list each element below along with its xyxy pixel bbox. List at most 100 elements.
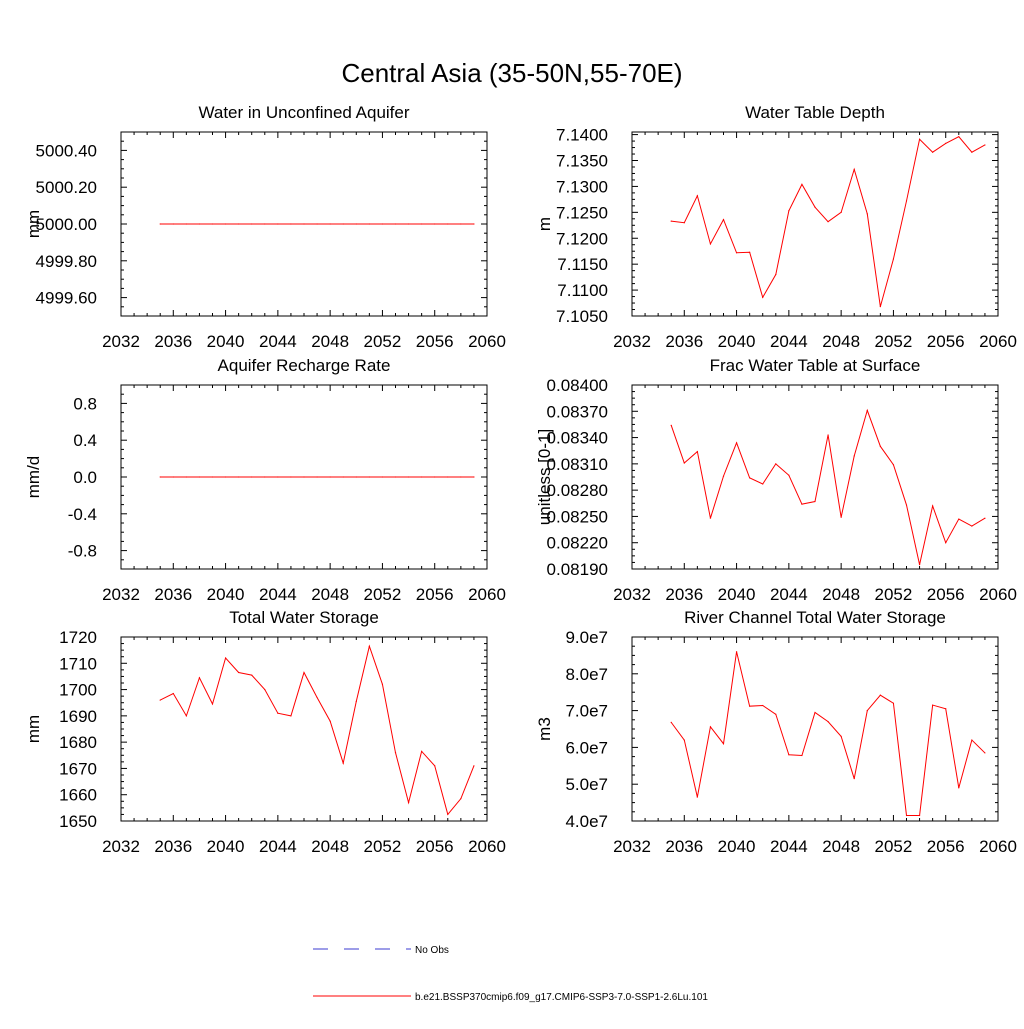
data-point bbox=[211, 703, 214, 705]
data-point bbox=[827, 721, 829, 723]
data-point bbox=[198, 677, 201, 679]
data-point bbox=[971, 739, 973, 741]
x-tick-label: 2060 bbox=[979, 585, 1017, 604]
data-point bbox=[840, 735, 842, 737]
y-tick-label: 1650 bbox=[59, 812, 97, 831]
data-point bbox=[762, 296, 764, 298]
data-point bbox=[185, 715, 187, 717]
data-point bbox=[460, 223, 462, 225]
y-axis-label: unitless [0-1] bbox=[535, 429, 554, 525]
data-point bbox=[840, 211, 842, 213]
data-point bbox=[735, 442, 738, 444]
y-tick-label: 7.1250 bbox=[556, 203, 608, 222]
x-tick-label: 2040 bbox=[718, 332, 756, 351]
y-tick-label: 4.0e7 bbox=[565, 812, 608, 831]
y-axis-label: mm/d bbox=[24, 456, 43, 499]
data-point bbox=[866, 710, 868, 712]
y-tick-label: 0.08220 bbox=[547, 534, 608, 553]
data-point bbox=[368, 645, 370, 647]
data-point bbox=[277, 712, 279, 714]
data-point bbox=[892, 258, 895, 260]
data-point bbox=[251, 476, 253, 478]
data-point bbox=[932, 151, 934, 153]
data-point bbox=[316, 476, 318, 478]
data-point bbox=[879, 694, 881, 696]
y-tick-label: 7.1100 bbox=[557, 281, 608, 300]
data-point bbox=[735, 651, 738, 653]
data-point bbox=[224, 657, 227, 659]
data-point bbox=[238, 671, 240, 674]
data-point bbox=[342, 476, 344, 478]
data-point bbox=[211, 223, 214, 225]
x-tick-label: 2052 bbox=[875, 585, 913, 604]
x-tick-label: 2056 bbox=[927, 332, 965, 351]
y-tick-label: 7.1200 bbox=[556, 229, 608, 248]
data-point bbox=[762, 483, 764, 485]
data-point bbox=[945, 542, 947, 544]
data-point bbox=[473, 765, 475, 767]
data-point bbox=[905, 814, 908, 817]
data-point bbox=[866, 213, 868, 215]
data-point bbox=[421, 223, 423, 225]
data-point bbox=[814, 206, 816, 208]
data-point bbox=[290, 715, 292, 717]
legend-model-label: b.e21.BSSP370cmip6.f09_g17.CMIP6-SSP3-7.… bbox=[415, 992, 708, 1003]
data-point bbox=[473, 223, 475, 225]
y-tick-label: 7.1350 bbox=[556, 152, 608, 171]
data-point bbox=[722, 743, 725, 745]
data-point bbox=[670, 424, 672, 426]
x-tick-label: 2052 bbox=[875, 332, 913, 351]
y-tick-label: 7.0e7 bbox=[565, 702, 608, 721]
data-point bbox=[447, 813, 449, 816]
x-tick-label: 2036 bbox=[154, 837, 192, 856]
y-tick-label: 8.0e7 bbox=[565, 665, 608, 684]
data-point bbox=[394, 752, 397, 754]
data-point bbox=[421, 476, 423, 478]
data-point bbox=[394, 476, 397, 478]
data-point bbox=[355, 700, 357, 703]
x-tick-label: 2060 bbox=[979, 332, 1017, 351]
data-point bbox=[198, 223, 201, 225]
data-point bbox=[905, 200, 908, 202]
data-point bbox=[696, 195, 698, 197]
data-point bbox=[264, 223, 266, 225]
y-tick-label: 5000.00 bbox=[36, 215, 97, 234]
panel-title: Frac Water Table at Surface bbox=[710, 356, 921, 375]
legend: No Obs b.e21.BSSP370cmip6.f09_g17.CMIP6-… bbox=[313, 945, 708, 1003]
x-tick-label: 2040 bbox=[207, 332, 245, 351]
legend-obs-label: No Obs bbox=[415, 945, 449, 956]
data-point bbox=[958, 518, 960, 520]
data-point bbox=[945, 708, 947, 710]
data-point bbox=[814, 500, 816, 503]
data-point bbox=[460, 476, 462, 478]
figure-title: Central Asia (35-50N,55-70E) bbox=[341, 58, 682, 88]
data-point bbox=[211, 476, 214, 478]
data-point bbox=[683, 462, 685, 464]
panel-title: Water in Unconfined Aquifer bbox=[198, 103, 409, 122]
data-point bbox=[775, 463, 777, 465]
data-point bbox=[277, 476, 279, 478]
data-point bbox=[853, 168, 855, 170]
y-tick-label: 0.08340 bbox=[547, 429, 608, 448]
data-point bbox=[749, 477, 751, 479]
data-point bbox=[892, 702, 895, 704]
data-point bbox=[958, 787, 960, 789]
x-tick-label: 2048 bbox=[311, 332, 349, 351]
data-point bbox=[722, 475, 725, 477]
y-tick-label: 1720 bbox=[59, 628, 97, 647]
y-tick-label: -0.4 bbox=[68, 505, 97, 524]
data-point bbox=[172, 223, 174, 225]
data-point bbox=[238, 223, 240, 225]
data-point bbox=[918, 564, 921, 566]
data-point bbox=[434, 765, 436, 767]
data-point bbox=[251, 223, 253, 225]
y-tick-label: 4999.60 bbox=[36, 289, 97, 308]
data-point bbox=[984, 517, 986, 519]
y-tick-label: 1670 bbox=[59, 759, 97, 778]
x-tick-label: 2048 bbox=[311, 837, 349, 856]
panel-title: Total Water Storage bbox=[229, 608, 379, 627]
data-point bbox=[264, 688, 266, 691]
x-tick-label: 2040 bbox=[207, 585, 245, 604]
data-point bbox=[670, 721, 672, 723]
data-point bbox=[984, 752, 986, 754]
